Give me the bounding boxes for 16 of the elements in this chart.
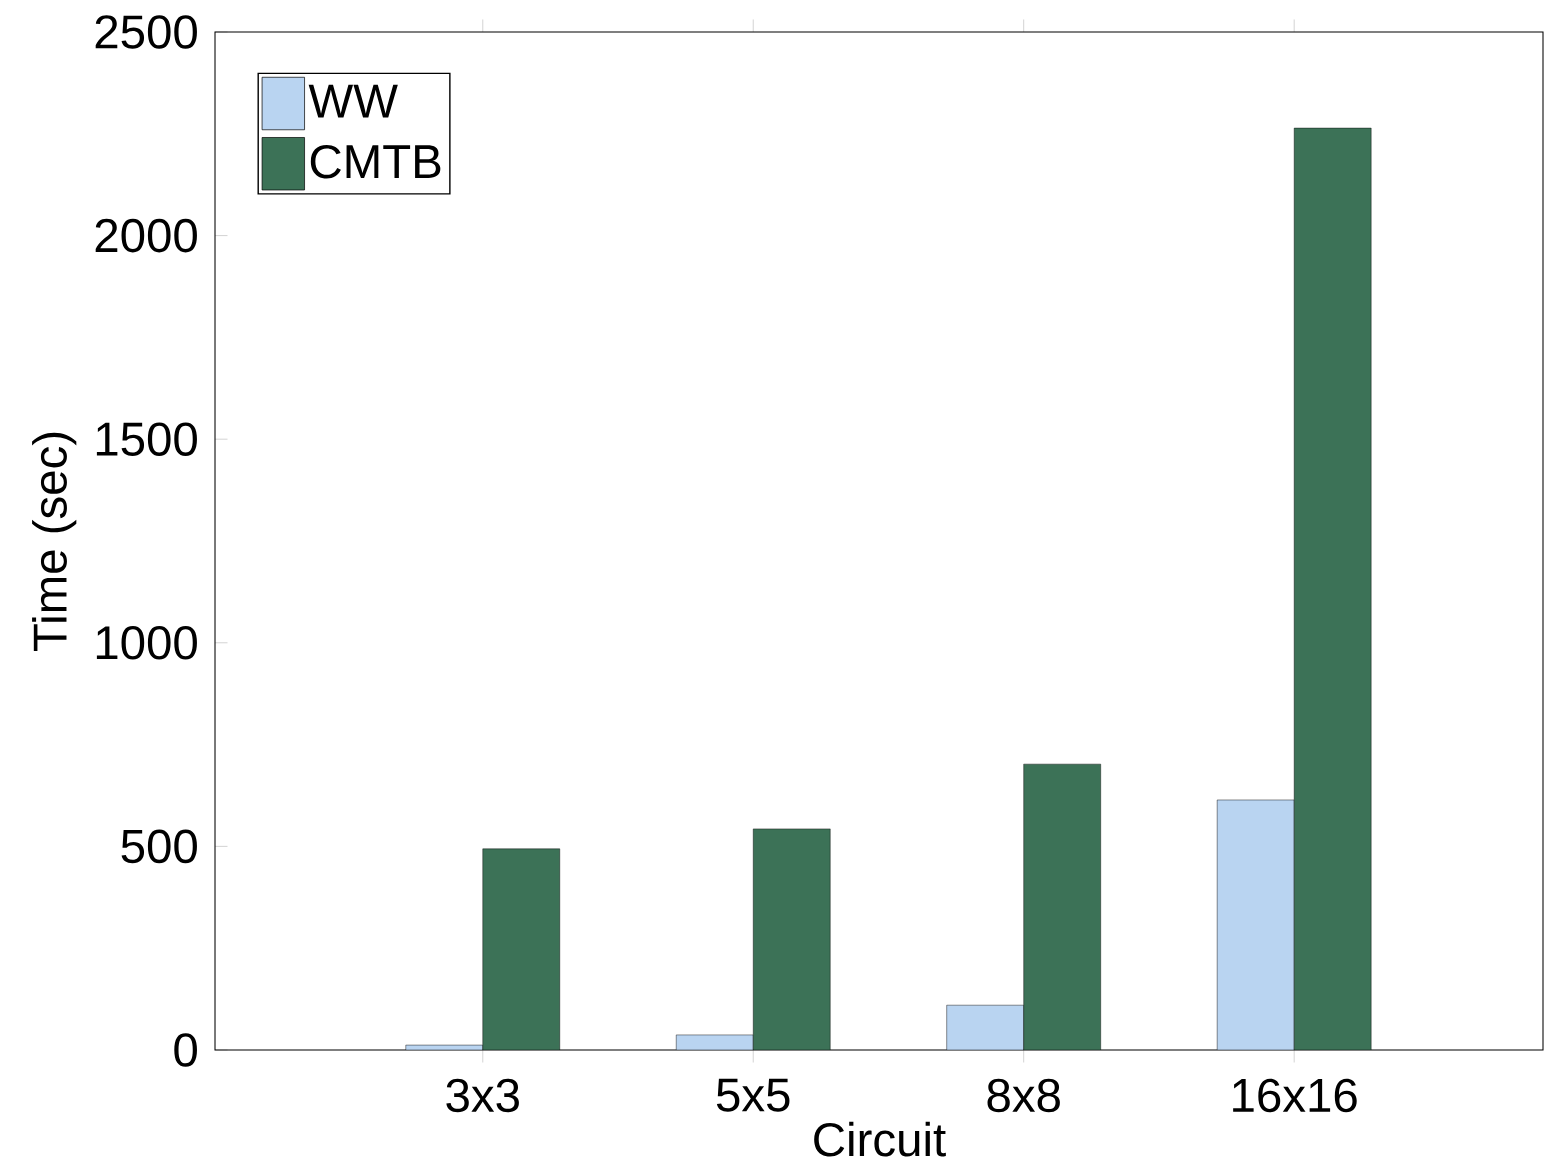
y-tick-label: 500 [121,829,197,864]
y-axis-title: Time (sec) [32,432,77,652]
x-tick-label: 5x5 [716,1078,790,1112]
x-tick-label: 16x16 [1233,1078,1357,1113]
bar [946,1004,1024,1050]
y-tick-label: 1000 [96,625,197,660]
y-tick-label: 2000 [95,218,197,253]
legend-label: CMTB [310,144,441,179]
x-tick-label: 3x3 [446,1078,519,1113]
legend-label: WW [308,84,398,118]
x-tick-label: 8x8 [987,1078,1060,1113]
y-tick-label: 2500 [95,15,197,49]
x-axis-title: Circuit [814,1121,946,1157]
y-tick-label: 0 [174,1033,197,1067]
y-tick-label: 1500 [96,422,197,456]
bar [1216,799,1295,1050]
